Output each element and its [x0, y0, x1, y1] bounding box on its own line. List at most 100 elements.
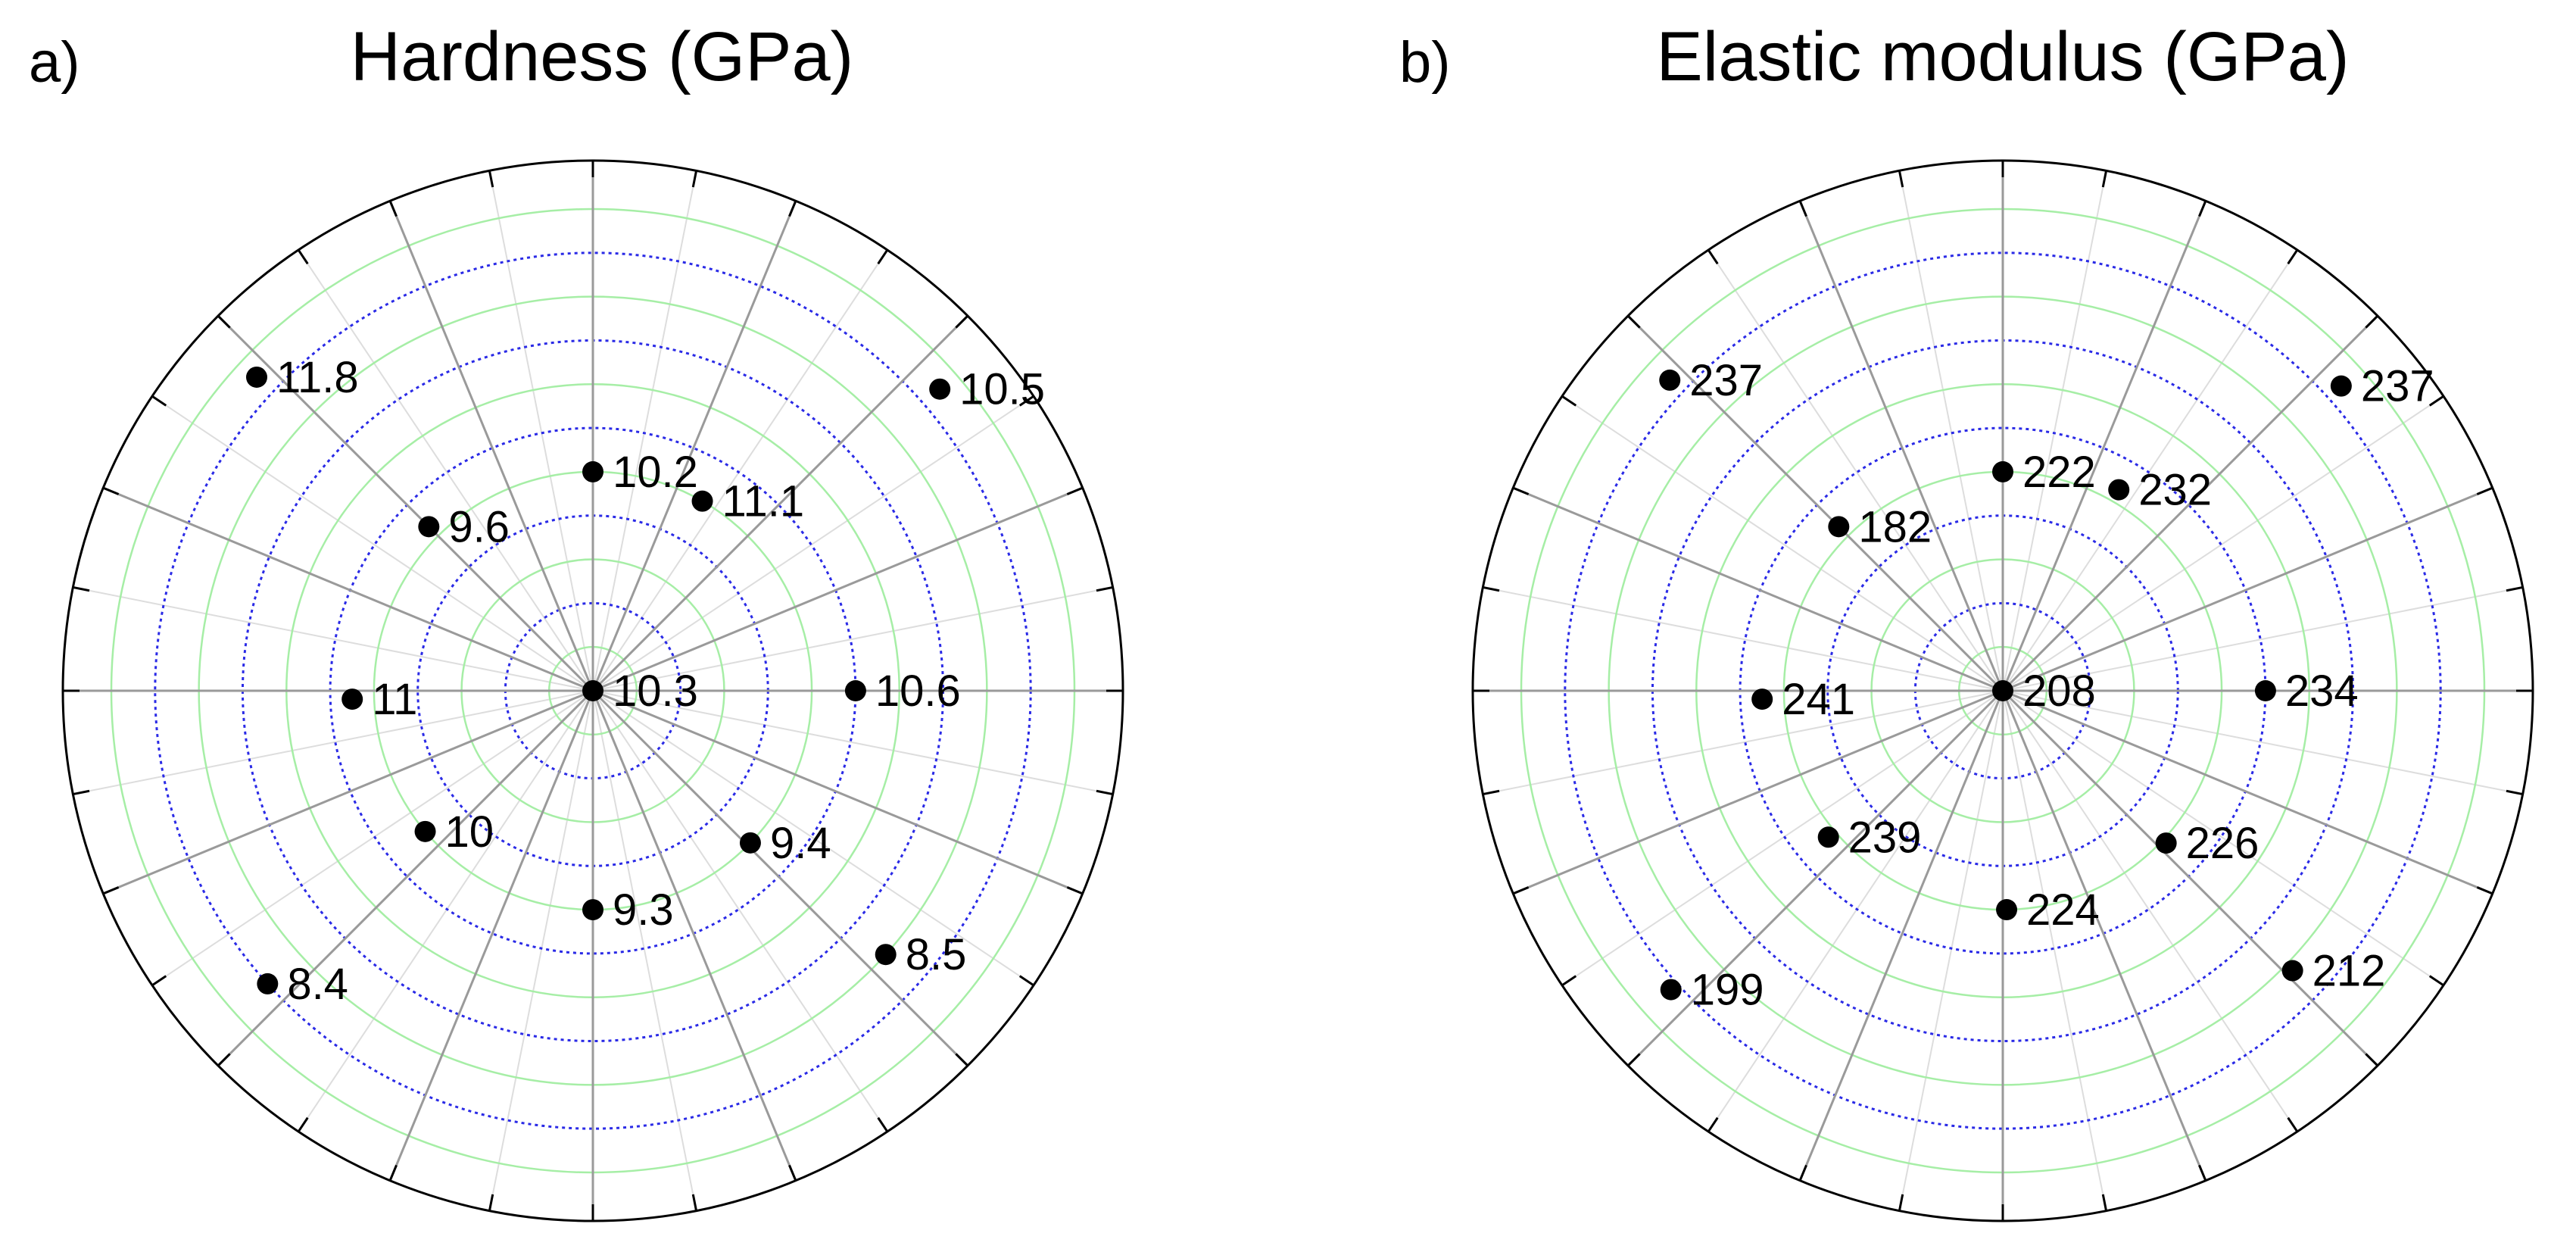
angular-tick: [955, 1053, 969, 1067]
angular-tick: [1561, 395, 1577, 407]
angular-tick: [1018, 975, 1034, 987]
angular-tick: [2476, 486, 2493, 495]
minor-spoke: [1898, 690, 2004, 1211]
angular-tick: [488, 170, 494, 188]
angular-tick: [217, 1053, 231, 1067]
major-spoke: [102, 486, 594, 692]
angular-tick: [1066, 886, 1084, 895]
angular-tick: [1066, 486, 1084, 495]
angular-tick: [2365, 314, 2379, 329]
angular-tick: [1707, 1116, 1719, 1132]
data-label: 199: [1691, 966, 1764, 1015]
angular-tick: [788, 1164, 797, 1182]
angular-tick: [1707, 249, 1719, 265]
major-spoke: [1512, 486, 2004, 692]
modulus-title: Elastic modulus (GPa): [1656, 18, 2349, 95]
angular-tick: [297, 249, 309, 265]
data-label: 241: [1782, 675, 1855, 724]
major-spoke: [2001, 200, 2207, 692]
major-spoke: [591, 690, 797, 1182]
modulus-data-points: 208 222 232 234 226 224 239 241 182 237 237 212 199: [1659, 356, 2434, 1015]
angular-tick: [2365, 1053, 2379, 1067]
angular-tick: [2287, 1116, 2299, 1132]
minor-spoke: [1898, 170, 2004, 692]
data-label: 10.2: [613, 448, 698, 497]
major-spoke: [591, 689, 969, 1067]
major-spoke: [1798, 690, 2004, 1182]
angular-tick: [1483, 585, 1500, 592]
data-point: [257, 973, 279, 994]
angular-tick: [1096, 585, 1113, 592]
data-point: [691, 490, 713, 512]
angular-tick: [2101, 1194, 2108, 1211]
major-spoke: [591, 314, 969, 692]
major-spoke: [217, 314, 594, 692]
angular-tick: [1626, 1053, 1641, 1067]
angular-tick: [388, 200, 398, 217]
angular-tick: [1512, 886, 1530, 895]
panel-label-b: b): [1399, 30, 1451, 95]
modulus-polar-grid: [1471, 159, 2534, 1222]
minor-spoke: [151, 690, 594, 986]
angular-tick: [2428, 975, 2444, 987]
angular-tick: [2476, 886, 2493, 895]
data-label: 10: [445, 807, 494, 857]
minor-spoke: [73, 690, 594, 795]
angular-tick: [877, 1116, 889, 1132]
angular-tick: [73, 585, 90, 592]
minor-spoke: [1561, 395, 2004, 692]
angular-tick: [102, 486, 120, 495]
data-label: 10.3: [613, 667, 698, 716]
data-label: 11: [372, 675, 417, 724]
data-point: [2108, 479, 2130, 501]
data-point: [844, 680, 866, 701]
data-point: [739, 832, 761, 854]
angular-tick: [1561, 975, 1577, 987]
angular-tick: [1798, 200, 1807, 217]
data-label: 9.4: [770, 819, 831, 868]
data-label: 237: [1689, 356, 1763, 405]
minor-spoke: [1707, 690, 2004, 1132]
data-point: [1817, 826, 1839, 848]
hardness-title: Hardness (GPa): [351, 18, 854, 95]
data-label: 8.5: [906, 930, 967, 979]
major-spoke: [592, 486, 1084, 692]
data-point: [582, 461, 603, 482]
minor-spoke: [1561, 690, 2004, 986]
major-spoke: [1512, 689, 2004, 895]
angular-tick: [955, 314, 969, 329]
minor-spoke: [2002, 690, 2523, 795]
data-label: 8.4: [287, 960, 348, 1009]
angular-tick: [2506, 789, 2523, 796]
data-point: [341, 688, 363, 710]
data-label: 10.5: [959, 365, 1045, 414]
major-spoke: [2002, 486, 2493, 692]
angular-tick: [1018, 395, 1034, 407]
data-point: [418, 516, 440, 538]
angular-tick: [2506, 585, 2523, 592]
data-label: 9.6: [448, 502, 510, 551]
data-label: 224: [2026, 885, 2100, 935]
angular-tick: [2287, 249, 2299, 265]
angular-tick: [102, 886, 120, 895]
minor-spoke: [1483, 586, 2004, 692]
minor-spoke: [2002, 690, 2298, 1132]
hardness-data-points: 10.3 10.2 11.1 10.6 9.4 9.3 10 11 9.6 11.8 10.5 8.5…: [246, 353, 1045, 1009]
minor-spoke: [488, 690, 594, 1211]
major-spoke: [591, 200, 797, 692]
data-point: [2254, 680, 2276, 701]
angular-tick: [297, 1116, 309, 1132]
data-point: [1660, 979, 1682, 1001]
data-point: [246, 366, 268, 388]
data-point: [1751, 688, 1773, 710]
data-label: 208: [2022, 667, 2096, 716]
angular-tick: [1898, 170, 1904, 188]
data-label: 10.6: [875, 667, 961, 716]
minor-spoke: [592, 690, 1113, 795]
minor-spoke: [592, 690, 697, 1211]
angular-tick: [151, 395, 167, 407]
data-point: [2281, 960, 2303, 982]
minor-spoke: [298, 249, 594, 692]
angular-tick: [1512, 486, 1530, 495]
angular-tick: [2198, 200, 2207, 217]
